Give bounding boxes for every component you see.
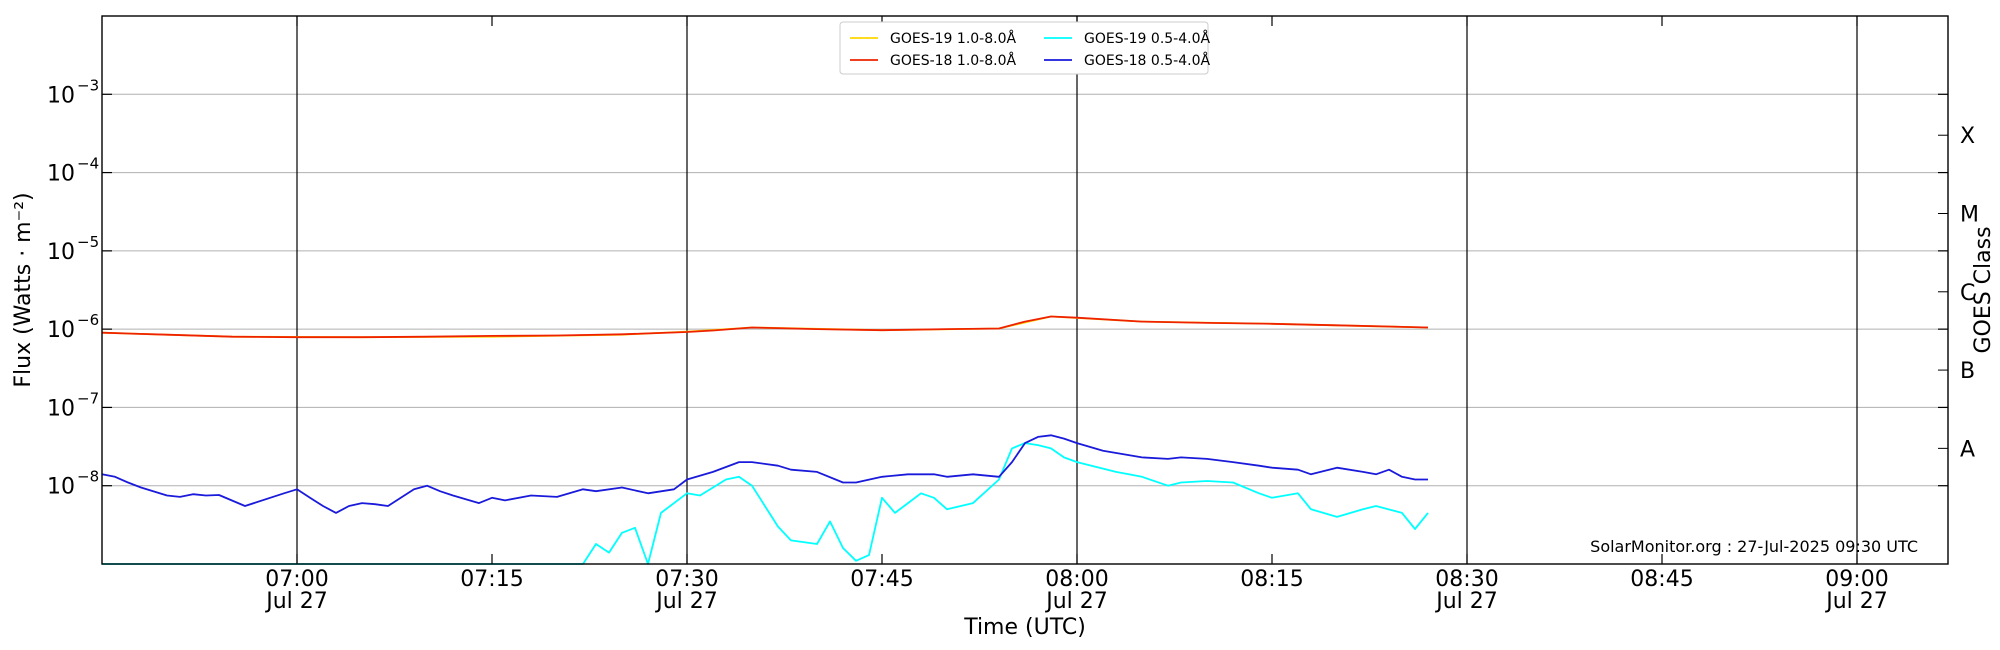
legend-box [839, 21, 1209, 75]
legend-label: GOES-18 1.0-8.0Å [890, 52, 1016, 69]
x-tick-label: 07:15 [460, 567, 523, 592]
x-tick-date: Jul 27 [1044, 589, 1108, 614]
x-tick-label: 07:30 [655, 567, 718, 592]
source-annotation: SolarMonitor.org : 27-Jul-2025 09:30 UTC [1590, 537, 1918, 556]
x-tick-label: 08:00 [1045, 567, 1108, 592]
goes-class-label: M [1960, 203, 1979, 228]
day-boundary-lines [296, 16, 1858, 564]
series-line [101, 434, 1428, 514]
y-axis-label: Flux (Watts · m⁻²) [11, 192, 36, 387]
x-tick-date: Jul 27 [1824, 589, 1888, 614]
y-tick-exponent: −6 [77, 311, 99, 329]
y-tick-exponent: −7 [77, 389, 99, 407]
x-tick-label: 08:45 [1630, 567, 1693, 592]
legend: GOES-19 1.0-8.0Å GOES-18 1.0-8.0Å GOES-19 … [839, 21, 1210, 75]
x-tick-date: Jul 27 [654, 589, 718, 614]
y-tick-label: 10 [47, 83, 75, 108]
y-tick-label: 10 [47, 318, 75, 343]
goes-class-label: C [1960, 281, 1975, 306]
x-tick-date: Jul 27 [1434, 589, 1498, 614]
y-tick-exponent: −3 [77, 76, 99, 94]
y-tick-label: 10 [47, 475, 75, 500]
goes-class-ticks: A B C M X [1938, 124, 1979, 462]
legend-label: GOES-18 0.5-4.0Å [1084, 52, 1210, 69]
series-line [101, 315, 1429, 339]
x-axis-label: Time (UTC) [963, 615, 1086, 640]
series-lines [101, 315, 1429, 565]
y-tick-exponent: −5 [77, 233, 99, 251]
goes-class-label: A [1960, 437, 1975, 462]
y2-axis-label: GOES Class [1971, 226, 1996, 353]
x-tick-label: 07:00 [265, 567, 328, 592]
x-tick-label: 08:30 [1435, 567, 1498, 592]
y-tick-label: 10 [47, 396, 75, 421]
y-tick-label: 10 [47, 240, 75, 265]
y-tick-label: 10 [47, 162, 75, 187]
series-line [101, 315, 1429, 339]
grid-lines [102, 93, 1948, 487]
x-tick-label: 08:15 [1240, 567, 1303, 592]
x-tick-label: 09:00 [1825, 567, 1888, 592]
legend-label: GOES-19 0.5-4.0Å [1084, 30, 1210, 47]
legend-label: GOES-19 1.0-8.0Å [890, 30, 1016, 47]
goes-class-label: B [1960, 359, 1975, 384]
series-line [102, 442, 1429, 565]
y-tick-exponent: −4 [77, 155, 99, 173]
x-tick-label: 07:45 [850, 567, 913, 592]
plot-frame [101, 15, 1949, 565]
y-axis-ticks: 10−810−710−610−510−410−3 [47, 76, 1948, 500]
goes-class-label: X [1960, 124, 1975, 149]
x-tick-date: Jul 27 [264, 589, 328, 614]
y-tick-exponent: −8 [77, 468, 99, 486]
